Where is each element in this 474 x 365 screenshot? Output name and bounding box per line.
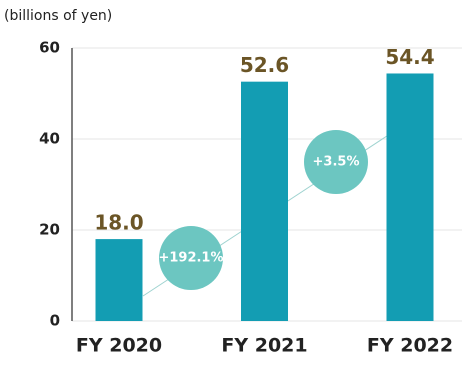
- growth-label: +192.1%: [158, 251, 223, 266]
- value-label: 54.4: [385, 45, 434, 69]
- growth-label: +3.5%: [313, 155, 360, 170]
- growth-badge: [304, 130, 368, 194]
- bar: [95, 239, 143, 321]
- x-tick-label: FY 2020: [76, 335, 162, 357]
- y-tick-label: 0: [50, 312, 60, 330]
- x-tick-label: FY 2021: [221, 335, 307, 357]
- y-tick-label: 20: [39, 221, 60, 239]
- growth-badge: [159, 226, 223, 290]
- value-label: 18.0: [94, 211, 143, 235]
- value-label: 52.6: [240, 53, 289, 77]
- y-axis-label: (billions of yen): [4, 8, 112, 24]
- bar: [386, 73, 434, 321]
- y-tick-label: 60: [39, 39, 60, 57]
- bar: [241, 81, 288, 321]
- x-tick-label: FY 2022: [367, 335, 453, 357]
- y-tick-label: 40: [39, 130, 60, 148]
